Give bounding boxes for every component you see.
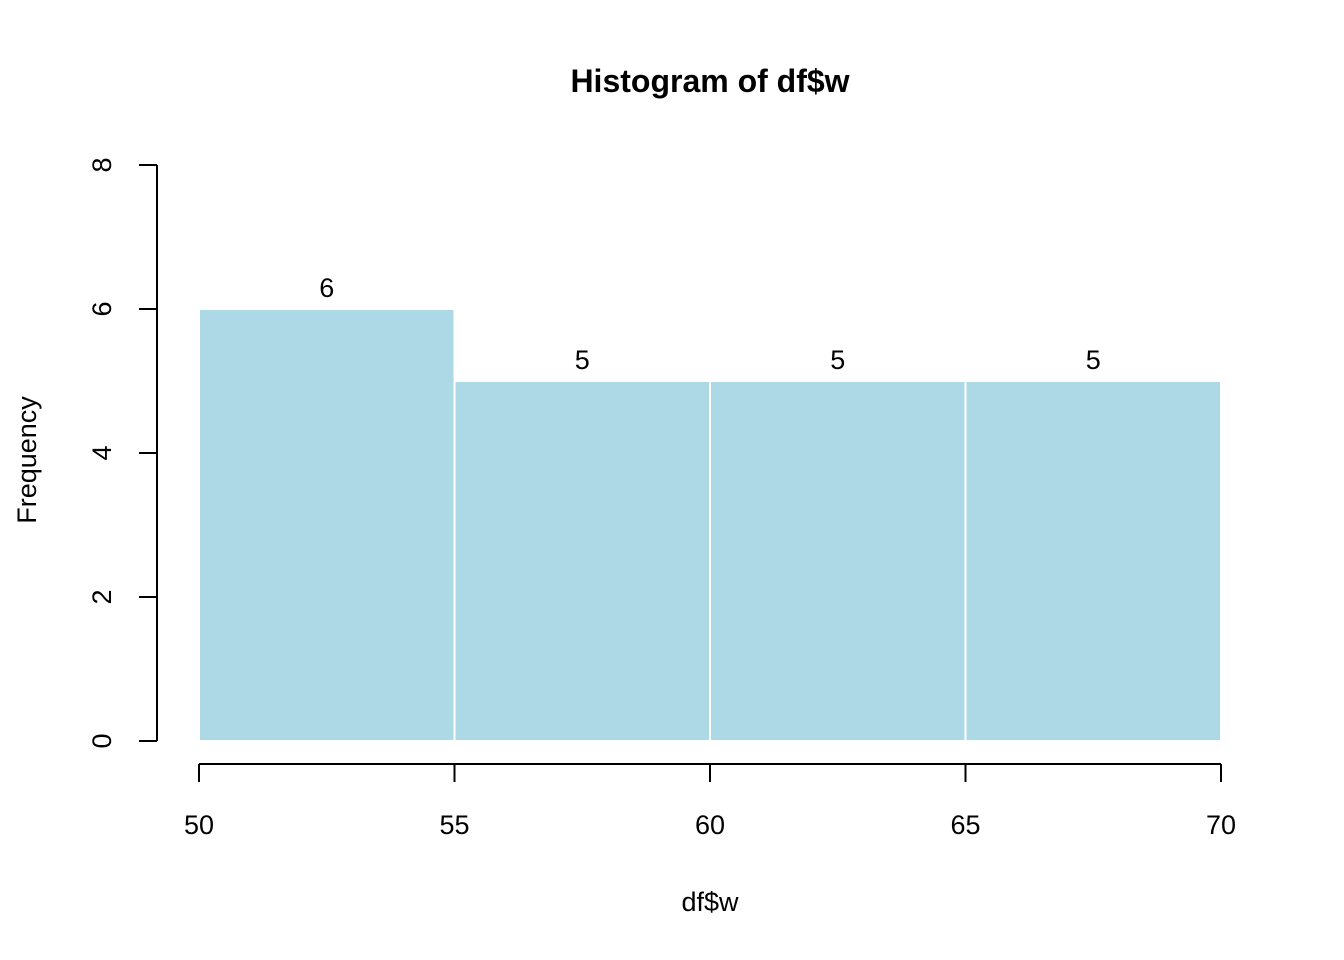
y-tick-label-1: 2: [87, 589, 117, 604]
y-axis-label: Frequency: [12, 396, 42, 524]
histogram-bar-3: [964, 380, 1222, 742]
bars-group: [198, 308, 1222, 742]
x-axis: 50 55 60 65 70: [184, 763, 1236, 840]
bar-labels-group: 6 5 5 5: [319, 273, 1101, 375]
y-tick-label-4: 8: [87, 157, 117, 172]
chart-title: Histogram of df$w: [570, 63, 849, 99]
x-tick-label-1: 55: [439, 810, 469, 840]
histogram-bar-1: [453, 380, 711, 742]
y-tick-label-0: 0: [87, 733, 117, 748]
bar-value-label-2: 5: [830, 345, 845, 375]
bar-value-label-0: 6: [319, 273, 334, 303]
histogram-bar-2: [709, 380, 967, 742]
bar-value-label-3: 5: [1086, 345, 1101, 375]
histogram-bar-0: [198, 308, 456, 742]
x-tick-label-4: 70: [1206, 810, 1236, 840]
y-tick-label-3: 6: [87, 301, 117, 316]
x-tick-label-3: 65: [950, 810, 980, 840]
x-axis-label: df$w: [681, 887, 739, 917]
y-axis: 0 2 4 6 8: [87, 157, 158, 749]
x-tick-label-2: 60: [695, 810, 725, 840]
x-tick-label-0: 50: [184, 810, 214, 840]
bar-value-label-1: 5: [575, 345, 590, 375]
y-tick-label-2: 4: [87, 445, 117, 460]
